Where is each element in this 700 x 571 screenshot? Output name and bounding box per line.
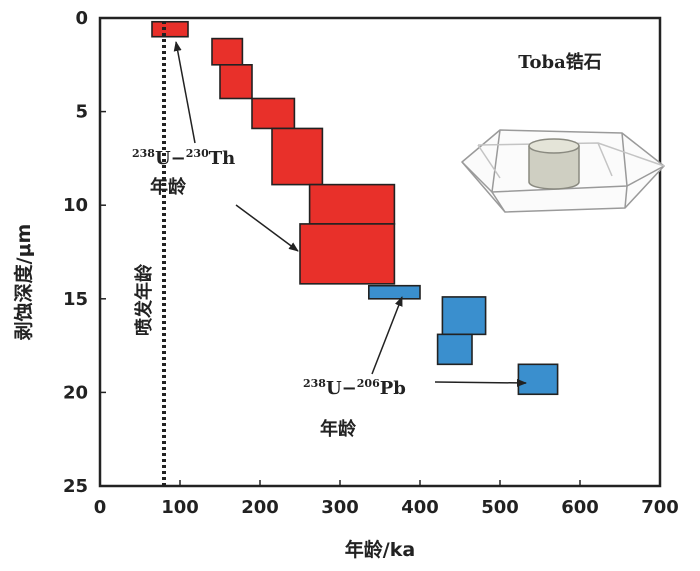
data-boxes	[151, 20, 559, 396]
y-tick-label: 0	[75, 8, 88, 29]
uth-age-box	[151, 20, 189, 38]
uth-age-box	[219, 64, 253, 100]
y-tick-label: 5	[75, 102, 88, 123]
x-axis-title: 年龄/ka	[345, 538, 415, 561]
upb-isotope-label: 238U−206Pb	[303, 377, 406, 399]
uth-age-box	[308, 183, 396, 225]
y-axis-title: 剥蚀深度/μm	[12, 224, 35, 341]
x-tick-label: 0	[94, 497, 107, 518]
upb-arrow-right	[434, 378, 527, 387]
y-tick-label: 25	[63, 476, 88, 497]
x-tick-label: 300	[321, 497, 359, 518]
uth-age-box	[271, 127, 324, 186]
uth-age-box	[299, 223, 396, 285]
uth-arrow-down	[235, 204, 299, 252]
x-tick-label: 400	[401, 497, 439, 518]
sample-label: Toba锆石	[518, 51, 602, 73]
x-tick-label: 500	[481, 497, 519, 518]
x-tick-label: 100	[161, 497, 199, 518]
upb-age-word: 年龄	[320, 418, 357, 440]
eruption-age-label: 喷发年龄	[133, 263, 155, 336]
uth-isotope-label: 238U−230Th	[132, 147, 235, 169]
upb-age-box	[441, 296, 487, 336]
uth-age-box	[251, 97, 296, 130]
zircon-crystal-illustration	[461, 129, 665, 213]
upb-age-box	[436, 333, 473, 366]
y-tick-label: 10	[63, 195, 88, 216]
y-tick-label: 15	[63, 289, 88, 310]
upb-arrow-up	[371, 296, 403, 375]
uth-arrow-up	[173, 41, 196, 144]
upb-age-box	[517, 363, 559, 396]
upb-age-box	[367, 284, 421, 300]
x-tick-label: 600	[561, 497, 599, 518]
axis-ticks: 0 100 200 300 400 500 600 700 0 5 10 15 20 25	[63, 8, 679, 518]
uth-age-word: 年龄	[150, 176, 187, 198]
x-tick-label: 200	[241, 497, 279, 518]
y-tick-label: 20	[63, 382, 88, 403]
x-tick-label: 700	[641, 497, 679, 518]
uth-age-box	[211, 37, 244, 66]
plot-frame	[98, 16, 662, 488]
